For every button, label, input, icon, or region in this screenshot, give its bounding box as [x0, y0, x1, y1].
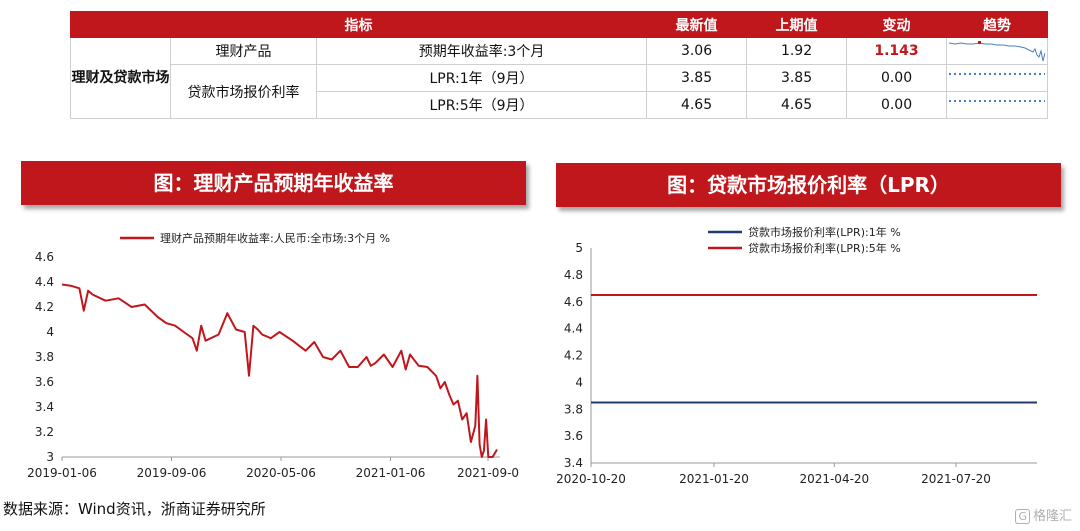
data-source: 数据来源：Wind资讯，浙商证券研究所: [3, 500, 266, 518]
row-name: LPR:5年（9月）: [315, 91, 648, 119]
y-tick-label: 4.2: [35, 300, 54, 314]
watermark-logo-icon: G: [1015, 509, 1030, 524]
y-tick-label: 3.8: [564, 402, 583, 416]
table-row: 贷款市场报价利率 LPR:1年（9月） 3.85 3.85 0.00: [71, 64, 1049, 119]
chart-title-right: 图：贷款市场报价利率（LPR）: [556, 163, 1061, 207]
row-latest: 4.65: [646, 91, 748, 119]
y-tick-label: 3.2: [35, 425, 54, 439]
row-latest: 3.06: [646, 37, 748, 65]
y-tick-label: 3.6: [564, 429, 583, 443]
table-header-row: 指标 最新值 上期值 变动 趋势: [69, 11, 1049, 38]
group-label: 理财及贷款市场: [70, 37, 171, 119]
row-name: 预期年收益率:3个月: [315, 37, 648, 65]
y-tick-label: 3: [46, 450, 54, 464]
table-row: LPR:5年（9月） 4.65 4.65 0.00: [71, 91, 1049, 119]
row-change: 0.00: [846, 91, 948, 119]
y-tick-label: 3.6: [35, 375, 54, 389]
trend-sparkline-dotted: [949, 73, 1046, 75]
legend-label: 理财产品预期年收益率:人民币:全市场:3个月 %: [160, 231, 390, 245]
watermark: G 格隆汇: [1015, 505, 1072, 524]
x-tick-label: 2021-07-20: [921, 472, 991, 486]
y-tick-label: 5: [575, 241, 583, 255]
y-tick-label: 3.8: [35, 350, 54, 364]
x-tick-label: 2021-04-20: [799, 472, 869, 486]
watermark-text: 格隆汇: [1032, 509, 1072, 524]
header-trend: 趋势: [946, 11, 1049, 38]
row-previous: 4.65: [746, 91, 848, 119]
x-tick-label: 2019-01-06: [27, 466, 97, 480]
row-category: 理财产品: [170, 37, 317, 65]
table-row: 理财及贷款市场 理财产品 预期年收益率:3个月 3.06 1.92 1.143: [70, 37, 1049, 119]
y-tick-label: 4.6: [564, 295, 583, 309]
row-name: LPR:1年（9月）: [315, 64, 648, 92]
y-tick-label: 4.4: [564, 322, 583, 336]
header-indicator: 指标: [69, 11, 648, 38]
header-change: 变动: [846, 11, 948, 38]
y-tick-label: 4: [46, 325, 54, 339]
chart-title-left: 图：理财产品预期年收益率: [21, 161, 526, 205]
legend-label: 贷款市场报价利率(LPR):5年 %: [748, 241, 901, 255]
x-tick-label: 2020-05-06: [246, 466, 316, 480]
y-tick-label: 4.8: [564, 268, 583, 282]
header-latest: 最新值: [646, 11, 748, 38]
wealth-yield-chart: 4.6 4.4 4.2 4 3.8 3.6 3.4 3.2 3 2019-01-06 2019-09…: [27, 231, 519, 480]
y-tick-label: 4.6: [35, 250, 54, 264]
trend-sparkline-line: [949, 41, 1046, 62]
trend-sparkline-dotted: [949, 100, 1046, 102]
lpr-chart: 5 4.8 4.6 4.4 4.2 4 3.8 3.6 3.4 2020-10-20 2021-01…: [556, 225, 1037, 486]
x-tick-label: 2021-01-20: [679, 472, 749, 486]
legend-label: 贷款市场报价利率(LPR):1年 %: [748, 225, 901, 239]
row-trend: [946, 91, 1049, 119]
row-previous: 3.85: [746, 64, 848, 92]
y-tick-label: 4: [575, 375, 583, 389]
row-change: 0.00: [846, 64, 948, 92]
x-tick-label: 2021-01-06: [356, 466, 426, 480]
row-latest: 3.85: [646, 64, 748, 92]
x-tick-label: 2020-10-20: [556, 472, 626, 486]
row-trend: [946, 37, 1049, 65]
y-tick-label: 4.4: [35, 275, 54, 289]
row-change: 1.143: [846, 37, 948, 65]
series-line: [61, 283, 498, 458]
y-tick-label: 3.4: [564, 456, 583, 470]
x-tick-label: 2019-09-06: [137, 466, 207, 480]
indicator-table: 指标 最新值 上期值 变动 趋势 理财及贷款市场 理财产品 预期年收益率:3个月…: [69, 11, 1049, 119]
y-tick-label: 4.2: [564, 349, 583, 363]
header-previous: 上期值: [746, 11, 848, 38]
x-tick-label: 2021-09-0: [457, 466, 519, 480]
row-previous: 1.92: [746, 37, 848, 65]
row-category: 贷款市场报价利率: [170, 64, 317, 119]
row-trend: [946, 64, 1049, 92]
y-tick-label: 3.4: [35, 400, 54, 414]
